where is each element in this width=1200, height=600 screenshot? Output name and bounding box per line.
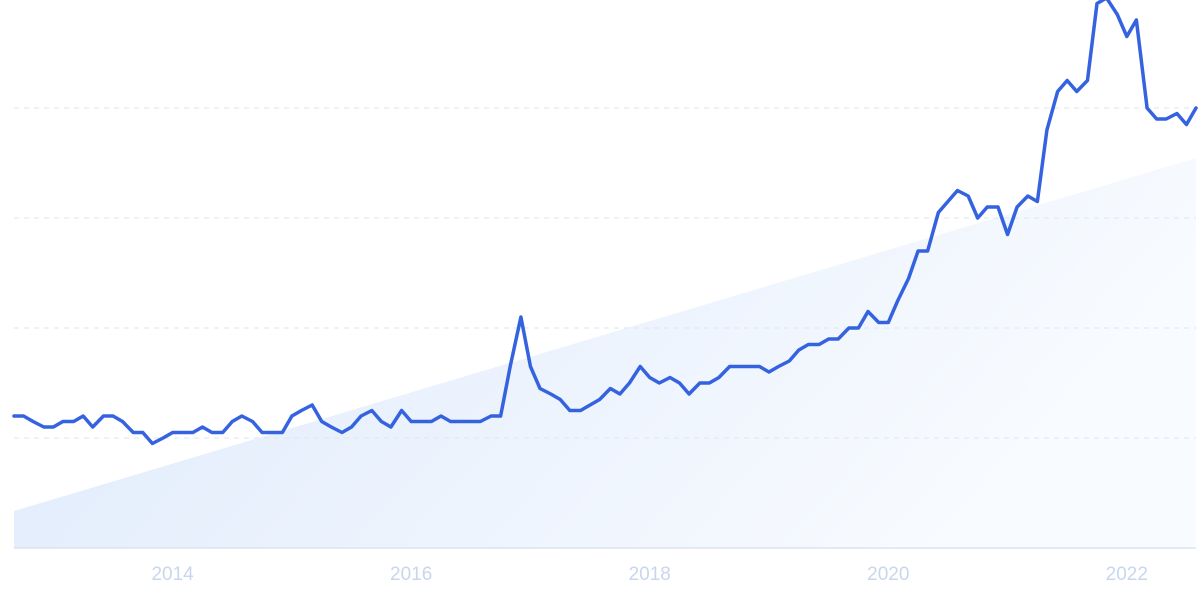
x-tick-label: 2016	[390, 564, 432, 585]
trend-area	[14, 158, 1196, 548]
x-tick-label: 2014	[151, 564, 194, 585]
x-tick-label: 2018	[629, 564, 671, 585]
data-line	[12, 0, 1198, 446]
x-tick-label: 2020	[867, 564, 909, 585]
x-tick-label: 2022	[1106, 564, 1148, 585]
